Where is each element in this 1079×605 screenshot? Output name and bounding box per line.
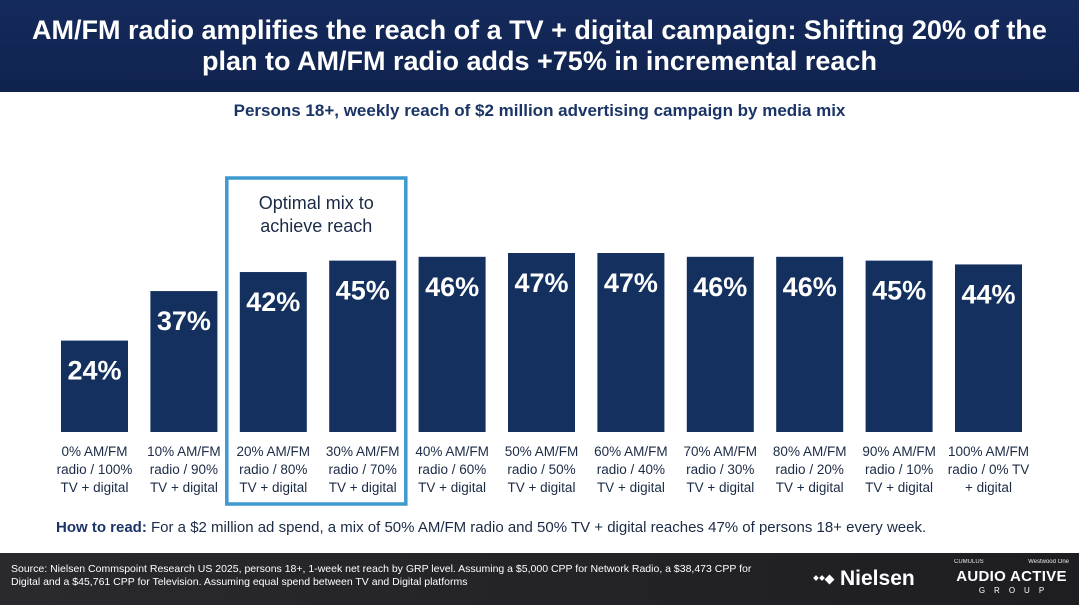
category-label: radio / 20%: [776, 462, 844, 477]
category-label: 30% AM/FM: [326, 444, 400, 459]
data-label: 42%: [246, 287, 300, 317]
category-label: radio / 80%: [239, 462, 307, 477]
how-to-read-label: How to read:: [56, 519, 147, 536]
category-label: radio / 70%: [329, 462, 397, 477]
data-label: 46%: [425, 272, 479, 302]
page-title: AM/FM radio amplifies the reach of a TV …: [32, 15, 1047, 76]
bar: [150, 291, 218, 432]
bar: [597, 253, 665, 432]
bar: [329, 260, 397, 432]
how-to-read-text: For a $2 million ad spend, a mix of 50% …: [146, 519, 927, 536]
header-banner: AM/FM radio amplifies the reach of a TV …: [0, 0, 1079, 92]
data-label: 47%: [514, 268, 568, 298]
data-label: 46%: [783, 272, 837, 302]
data-label: 45%: [336, 276, 390, 306]
category-label: 100% AM/FM: [948, 444, 1029, 459]
category-label: TV + digital: [686, 480, 754, 495]
chart-title: Persons 18+, weekly reach of $2 million …: [233, 101, 846, 120]
data-label: 45%: [872, 276, 926, 306]
category-label: radio / 60%: [418, 462, 486, 477]
data-label: 44%: [961, 279, 1015, 309]
data-label: 47%: [604, 268, 658, 298]
aag-logo-sub: GROUP: [978, 586, 1054, 595]
nielsen-mark-icon: [813, 574, 835, 584]
category-label: 50% AM/FM: [505, 444, 579, 459]
nielsen-logo-text: Nielsen: [840, 567, 915, 590]
category-label: TV + digital: [239, 480, 307, 495]
cumulus-logo: CUMULUS: [954, 559, 984, 565]
highlight-box: [225, 176, 408, 506]
data-label: 24%: [67, 356, 121, 386]
category-label: radio / 100%: [57, 462, 133, 477]
bar: [61, 340, 128, 432]
category-label: radio / 10%: [865, 462, 933, 477]
category-label: 40% AM/FM: [415, 444, 489, 459]
aag-logo-main: AUDIO ACTIVE: [956, 568, 1067, 585]
category-label: TV + digital: [150, 480, 218, 495]
category-label: radio / 40%: [597, 462, 665, 477]
category-label: 70% AM/FM: [684, 444, 758, 459]
category-label: TV + digital: [597, 480, 665, 495]
category-label: radio / 90%: [150, 462, 218, 477]
category-label: TV + digital: [61, 480, 129, 495]
category-label: TV + digital: [865, 480, 933, 495]
bar: [686, 256, 754, 432]
category-label: 20% AM/FM: [237, 444, 311, 459]
bar: [508, 253, 575, 432]
bar: [955, 264, 1022, 432]
bar: [865, 260, 933, 432]
source-note: Source: Nielsen Commspoint Research US 2…: [11, 563, 752, 588]
category-label: 90% AM/FM: [862, 444, 936, 459]
nielsen-logo: Nielsen: [813, 567, 915, 591]
category-label: TV + digital: [508, 480, 576, 495]
annotation-text: Optimal mix to: [259, 193, 374, 213]
annotation-text: achieve reach: [260, 216, 372, 236]
category-label: + digital: [965, 480, 1012, 495]
category-label: radio / 30%: [686, 462, 754, 477]
category-label: radio / 0% TV: [948, 462, 1030, 477]
how-to-read: How to read: For a $2 million ad spend, …: [56, 519, 926, 536]
westwood-one-logo: Westwood One: [1028, 559, 1069, 565]
bar: [776, 256, 844, 432]
category-label: TV + digital: [329, 480, 397, 495]
category-label: 60% AM/FM: [594, 444, 668, 459]
footer: Source: Nielsen Commspoint Research US 2…: [0, 553, 1079, 605]
data-label: 37%: [157, 306, 211, 336]
category-label: 80% AM/FM: [773, 444, 847, 459]
category-label: 10% AM/FM: [147, 444, 221, 459]
category-label: 0% AM/FM: [61, 444, 127, 459]
data-label: 46%: [693, 272, 747, 302]
bar: [239, 272, 307, 432]
category-label: TV + digital: [776, 480, 844, 495]
category-label: TV + digital: [418, 480, 486, 495]
audio-active-group-logo: CUMULUS Westwood One AUDIO ACTIVE GROUP: [954, 559, 1069, 595]
category-label: radio / 50%: [507, 462, 575, 477]
bar: [418, 256, 486, 432]
